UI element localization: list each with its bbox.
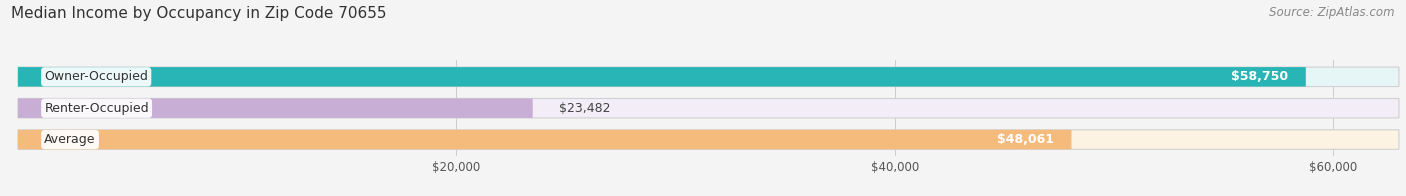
Text: Average: Average: [45, 133, 96, 146]
FancyBboxPatch shape: [18, 130, 1399, 149]
Text: Median Income by Occupancy in Zip Code 70655: Median Income by Occupancy in Zip Code 7…: [11, 6, 387, 21]
FancyBboxPatch shape: [18, 98, 533, 118]
FancyBboxPatch shape: [18, 67, 1306, 87]
Text: $58,750: $58,750: [1232, 70, 1288, 83]
FancyBboxPatch shape: [18, 98, 1399, 118]
Text: Owner-Occupied: Owner-Occupied: [45, 70, 148, 83]
Text: $23,482: $23,482: [560, 102, 610, 115]
Text: $48,061: $48,061: [997, 133, 1054, 146]
Text: Source: ZipAtlas.com: Source: ZipAtlas.com: [1270, 6, 1395, 19]
FancyBboxPatch shape: [18, 130, 1071, 149]
FancyBboxPatch shape: [18, 67, 1399, 87]
Text: Renter-Occupied: Renter-Occupied: [45, 102, 149, 115]
